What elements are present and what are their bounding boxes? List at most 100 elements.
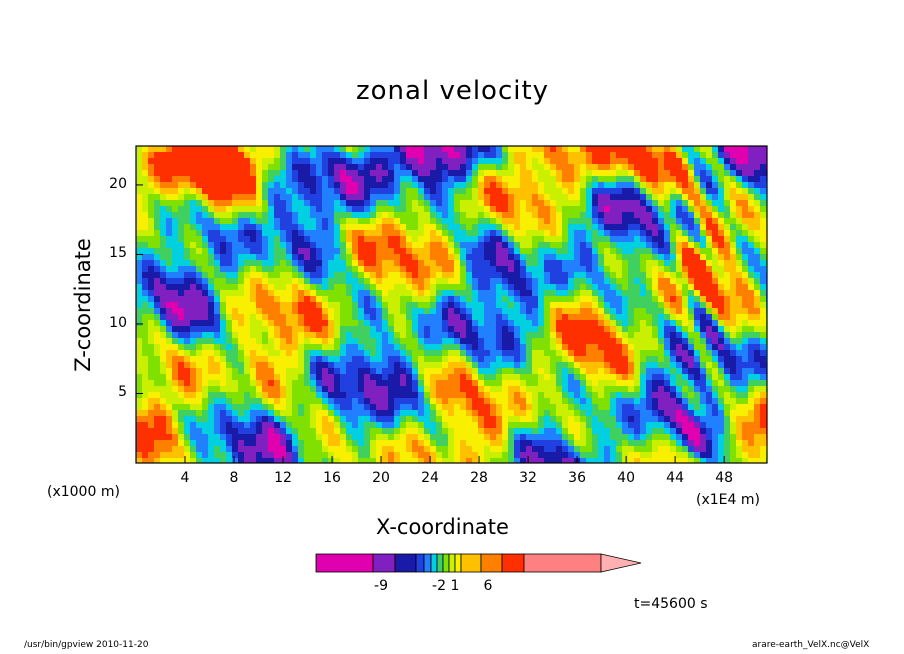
field-cell	[328, 212, 335, 219]
field-cell	[376, 206, 383, 213]
field-cell	[532, 344, 539, 351]
field-cell	[700, 332, 707, 339]
field-cell	[154, 356, 161, 363]
field-cell	[634, 170, 641, 177]
field-cell	[730, 374, 737, 381]
field-cell	[520, 200, 527, 207]
field-cell	[544, 416, 551, 423]
field-cell	[340, 254, 347, 261]
field-cell	[472, 158, 479, 165]
field-cell	[442, 170, 449, 177]
field-cell	[292, 218, 299, 225]
field-cell	[442, 182, 449, 189]
field-cell	[694, 374, 701, 381]
field-cell	[184, 182, 191, 189]
field-cell	[172, 284, 179, 291]
field-cell	[250, 356, 257, 363]
field-cell	[532, 236, 539, 243]
field-cell	[226, 416, 233, 423]
field-cell	[760, 200, 767, 207]
field-cell	[160, 344, 167, 351]
field-cell	[298, 398, 305, 405]
field-cell	[646, 284, 653, 291]
field-cell	[580, 236, 587, 243]
field-cell	[292, 278, 299, 285]
field-cell	[724, 260, 731, 267]
field-cell	[664, 182, 671, 189]
field-cell	[568, 266, 575, 273]
field-cell	[586, 344, 593, 351]
field-cell	[310, 302, 317, 309]
field-cell	[754, 206, 761, 213]
field-cell	[328, 266, 335, 273]
field-cell	[430, 344, 437, 351]
field-cell	[370, 338, 377, 345]
field-cell	[544, 146, 551, 153]
field-cell	[694, 236, 701, 243]
field-cell	[346, 266, 353, 273]
field-cell	[676, 158, 683, 165]
field-cell	[172, 200, 179, 207]
field-cell	[232, 320, 239, 327]
field-cell	[646, 368, 653, 375]
field-cell	[316, 272, 323, 279]
field-cell	[316, 266, 323, 273]
field-cell	[484, 344, 491, 351]
field-cell	[154, 290, 161, 297]
field-cell	[316, 182, 323, 189]
field-cell	[646, 248, 653, 255]
field-cell	[418, 392, 425, 399]
field-cell	[568, 356, 575, 363]
field-cell	[628, 194, 635, 201]
field-cell	[466, 308, 473, 315]
field-cell	[196, 404, 203, 411]
field-cell	[586, 158, 593, 165]
field-cell	[616, 374, 623, 381]
field-cell	[532, 398, 539, 405]
field-cell	[370, 170, 377, 177]
field-cell	[508, 416, 515, 423]
field-cell	[142, 428, 149, 435]
field-cell	[466, 320, 473, 327]
field-cell	[178, 230, 185, 237]
field-cell	[562, 326, 569, 333]
field-cell	[418, 254, 425, 261]
field-cell	[556, 362, 563, 369]
field-cell	[676, 308, 683, 315]
field-cell	[214, 344, 221, 351]
field-cell	[556, 224, 563, 231]
field-cell	[604, 182, 611, 189]
field-cell	[724, 200, 731, 207]
field-cell	[238, 296, 245, 303]
field-cell	[646, 416, 653, 423]
field-cell	[238, 218, 245, 225]
field-cell	[220, 380, 227, 387]
field-cell	[298, 422, 305, 429]
field-cell	[724, 398, 731, 405]
field-cell	[358, 248, 365, 255]
field-cell	[148, 212, 155, 219]
field-cell	[514, 254, 521, 261]
field-cell	[154, 332, 161, 339]
field-cell	[382, 194, 389, 201]
field-cell	[262, 416, 269, 423]
field-cell	[496, 326, 503, 333]
field-cell	[208, 398, 215, 405]
field-cell	[742, 146, 749, 153]
field-cell	[628, 410, 635, 417]
field-cell	[610, 182, 617, 189]
field-cell	[136, 260, 143, 267]
field-cell	[484, 416, 491, 423]
field-cell	[190, 338, 197, 345]
field-cell	[334, 380, 341, 387]
field-cell	[622, 164, 629, 171]
field-cell	[658, 176, 665, 183]
field-cell	[754, 212, 761, 219]
field-cell	[640, 254, 647, 261]
field-cell	[664, 176, 671, 183]
field-cell	[310, 308, 317, 315]
field-cell	[214, 212, 221, 219]
field-cell	[622, 392, 629, 399]
field-cell	[568, 200, 575, 207]
field-cell	[406, 308, 413, 315]
